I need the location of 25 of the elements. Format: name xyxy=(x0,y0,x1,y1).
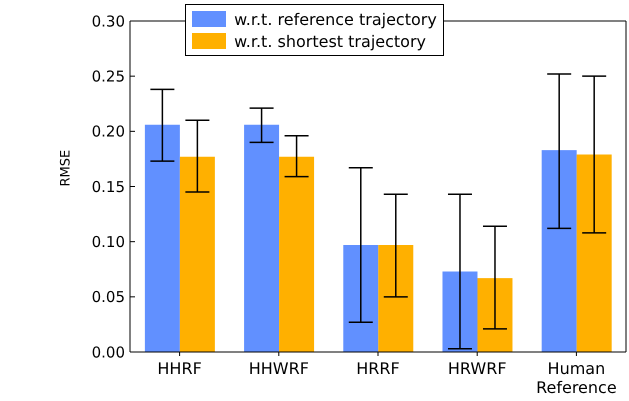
x-tick-label: HRWRF xyxy=(448,359,507,378)
legend-label: w.r.t. shortest trajectory xyxy=(234,32,426,50)
x-tick-label: HRRF xyxy=(356,359,400,378)
y-tick-label: 0.25 xyxy=(92,67,125,86)
x-tick-label: HHWRF xyxy=(248,359,309,378)
x-tick-label: HHRF xyxy=(157,359,202,378)
y-tick-label: 0.00 xyxy=(92,343,125,362)
bar xyxy=(279,156,314,352)
y-tick-label: 0.10 xyxy=(92,232,125,251)
bar xyxy=(244,124,280,352)
bar xyxy=(477,278,512,352)
bar xyxy=(542,150,577,352)
bar xyxy=(343,244,378,352)
y-tick-label: 0.20 xyxy=(92,122,125,141)
bar xyxy=(180,156,215,352)
y-tick-label: 0.30 xyxy=(92,12,125,30)
bar xyxy=(144,124,180,352)
y-tick-label: 0.15 xyxy=(92,178,125,196)
bar xyxy=(442,271,478,352)
x-tick-label: Human Reference xyxy=(536,359,617,397)
legend-label: w.r.t. reference trajectory xyxy=(234,10,437,28)
y-axis-title: RMSE xyxy=(58,150,74,186)
bar xyxy=(378,244,414,352)
bar xyxy=(576,154,612,352)
y-tick-label: 0.05 xyxy=(92,288,125,306)
